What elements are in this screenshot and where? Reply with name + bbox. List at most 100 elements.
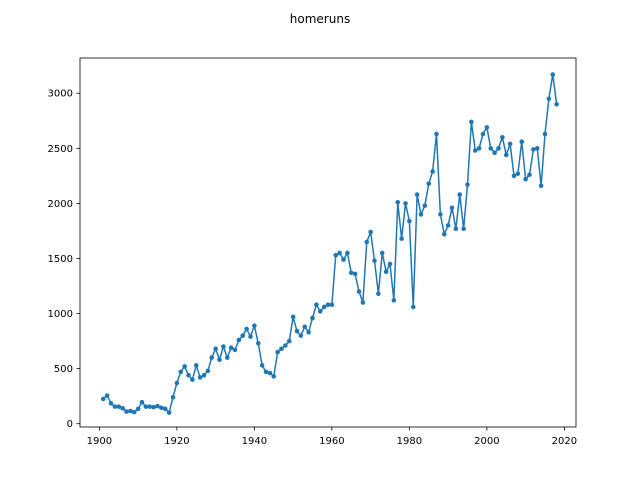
data-point [197, 375, 203, 380]
data-point [221, 344, 226, 349]
data-point [503, 152, 509, 158]
x-tick-label: 2020 [552, 436, 577, 447]
data-point [449, 205, 455, 211]
data-point [472, 148, 478, 153]
data-point [224, 355, 230, 360]
data-point [190, 377, 195, 382]
data-point [488, 146, 494, 151]
data-point [112, 404, 118, 409]
data-point [410, 304, 416, 310]
data-point [310, 315, 315, 321]
data-point [542, 131, 548, 137]
data-point [147, 404, 153, 409]
data-point [364, 239, 370, 245]
data-point [422, 203, 428, 208]
y-tick-label: 500 [54, 364, 73, 375]
data-point [414, 192, 420, 197]
data-point [345, 250, 350, 256]
data-point [104, 393, 110, 398]
y-tick-label: 1000 [48, 309, 73, 320]
data-point [554, 101, 559, 107]
data-point [523, 176, 528, 182]
data-point [209, 355, 215, 360]
x-tick-label: 1900 [87, 436, 112, 447]
data-point [360, 300, 366, 305]
data-point [372, 258, 377, 263]
data-point [213, 346, 218, 352]
data-point [461, 226, 466, 232]
data-point [259, 363, 265, 368]
data-point [476, 146, 482, 151]
data-point [407, 218, 412, 224]
data-point [337, 250, 342, 256]
y-tick-label: 2000 [48, 199, 73, 210]
data-point [279, 346, 284, 352]
y-axis-ticks: 0 500 1000 1500 2000 2500 3000 [48, 89, 80, 430]
data-point [232, 347, 238, 353]
data-point [159, 405, 164, 411]
data-point [492, 150, 497, 156]
data-point [418, 212, 424, 217]
data-point [515, 171, 521, 176]
data-point [395, 200, 401, 205]
data-point [128, 408, 133, 414]
data-point [143, 404, 149, 409]
data-point [391, 298, 397, 303]
data-point [228, 345, 234, 350]
y-tick-label: 2500 [48, 144, 73, 155]
data-point [298, 333, 304, 338]
data-point [457, 192, 463, 197]
data-point [507, 141, 513, 147]
y-tick-label: 1500 [48, 254, 73, 265]
data-point [341, 257, 346, 262]
y-tick-label: 3000 [48, 89, 73, 100]
data-point [550, 72, 556, 77]
data-point [182, 364, 187, 369]
data-point [376, 291, 381, 297]
data-point [139, 399, 145, 405]
data-point [496, 146, 501, 151]
data-point [236, 337, 242, 343]
data-point [379, 250, 385, 256]
data-point [519, 139, 525, 145]
data-point [255, 340, 261, 346]
data-point [534, 146, 540, 151]
x-tick-label: 1920 [164, 436, 189, 447]
data-point [480, 131, 486, 137]
data-point [120, 405, 125, 411]
series-points [100, 72, 559, 415]
data-point [205, 368, 211, 374]
data-point [108, 401, 114, 406]
data-point [368, 229, 373, 235]
data-point [271, 374, 277, 379]
x-tick-label: 1960 [319, 436, 344, 447]
data-point [290, 314, 296, 320]
data-point [329, 302, 335, 308]
data-point [100, 396, 106, 402]
data-point [135, 406, 141, 412]
x-tick-label: 1980 [397, 436, 422, 447]
data-point [174, 380, 180, 386]
data-point [244, 326, 249, 332]
data-point [430, 169, 435, 174]
data-point [453, 226, 459, 232]
data-point [438, 212, 443, 217]
data-point [511, 173, 517, 179]
data-point [399, 236, 404, 241]
data-point [403, 201, 408, 206]
data-point [352, 271, 358, 277]
data-point [434, 131, 439, 137]
data-point [186, 372, 191, 378]
data-point [317, 309, 323, 314]
data-point [484, 125, 490, 130]
data-point [248, 334, 253, 339]
x-tick-label: 1940 [242, 436, 267, 447]
data-point [263, 369, 269, 375]
data-point [294, 328, 300, 334]
data-point [500, 135, 505, 140]
data-point [441, 231, 447, 237]
data-point [155, 403, 160, 409]
data-point [217, 357, 222, 363]
data-point [426, 181, 432, 186]
